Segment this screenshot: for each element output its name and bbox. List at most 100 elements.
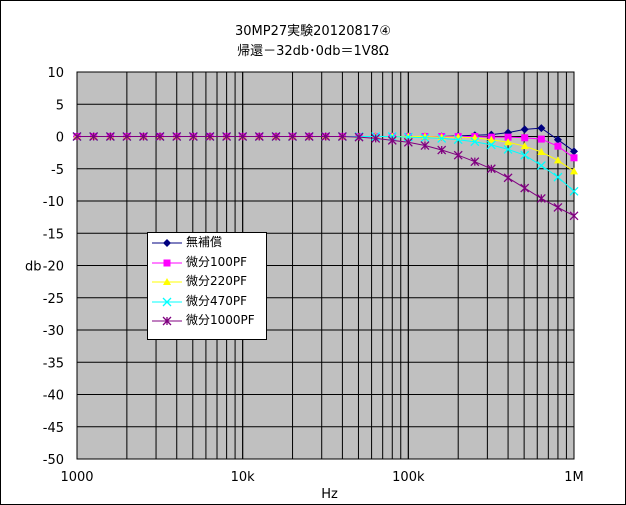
chart-title-line-2: 帰還－32db･0db＝1V8Ω — [237, 44, 389, 59]
series-5-point — [304, 132, 314, 141]
series-5-point — [387, 135, 397, 145]
series-5-point — [89, 132, 99, 141]
legend-label: 無補償 — [186, 235, 223, 249]
series-5-point — [437, 145, 447, 155]
legend-label: 微分1000PF — [186, 313, 255, 327]
series-5-point — [288, 132, 297, 141]
series-2-point — [521, 134, 529, 142]
series-3-point — [537, 147, 546, 155]
series-4-point — [553, 172, 563, 182]
legend-item-2: 微分100PF — [148, 253, 266, 273]
chart-title-line-1: 30MP27実験20120817④ — [235, 24, 391, 39]
legend-swatch-marker — [163, 278, 171, 285]
y-tick-label: -45 — [43, 421, 64, 436]
series-5-point — [271, 132, 281, 141]
series-1-point — [553, 135, 562, 144]
legend-swatch-icon — [152, 297, 182, 306]
series-5-point — [486, 164, 496, 174]
y-tick-label: -10 — [43, 195, 64, 210]
series-4-point — [503, 144, 513, 154]
series-2-point — [504, 133, 512, 141]
series-3-point — [553, 156, 562, 164]
y-tick-label: 0 — [56, 131, 64, 146]
series-5-point — [337, 132, 347, 141]
y-tick-label: -30 — [43, 324, 64, 339]
series-4-point — [420, 133, 430, 143]
series-4-point — [569, 186, 579, 196]
legend-label: 微分100PF — [186, 254, 248, 269]
series-1-point — [537, 124, 546, 133]
legend-swatch-marker — [163, 239, 171, 247]
legend-item-1: 無補償 — [148, 233, 266, 253]
legend-item-4: 微分470PF — [148, 292, 266, 312]
series-5-point — [470, 157, 480, 167]
legend: 無補償微分100PF 微分220PF 微分470PF 微分1000PF — [147, 232, 267, 340]
legend-label: 微分470PF — [186, 293, 248, 308]
legend-swatch-marker — [162, 316, 172, 326]
x-tick-label: 1000 — [60, 470, 93, 485]
x-tick-label: 1M — [564, 470, 584, 485]
legend-item-3: 微分220PF — [148, 272, 266, 292]
y-tick-label: -35 — [43, 356, 64, 371]
series-2-point — [554, 142, 562, 150]
series-3-point — [487, 135, 496, 143]
legend-swatch-icon — [152, 316, 182, 326]
x-axis-label: Hz — [321, 487, 338, 502]
series-5-point — [139, 132, 148, 141]
series-3-point — [504, 138, 513, 146]
series-5-point — [321, 132, 331, 141]
series-5-point — [520, 183, 530, 193]
y-tick-label: -50 — [43, 453, 64, 468]
y-tick-label: -20 — [43, 260, 64, 275]
series-5-point — [172, 132, 182, 141]
y-axis-label: db — [25, 260, 42, 275]
series-5-point — [403, 137, 413, 147]
y-tick-label: -5 — [51, 163, 64, 178]
series-5-point — [155, 132, 165, 141]
legend-label: 微分220PF — [186, 274, 248, 288]
legend-swatch-icon — [152, 278, 182, 285]
legend-swatch-marker — [162, 297, 172, 306]
series-2-point — [570, 154, 578, 162]
series-4-point — [453, 135, 463, 145]
series-1-point — [570, 147, 578, 156]
series-5-point — [569, 211, 579, 221]
y-tick-label: -25 — [43, 292, 64, 307]
legend-swatch-icon — [152, 239, 182, 247]
y-tick-label: -40 — [43, 389, 64, 404]
series-5-point — [105, 132, 115, 141]
legend-item-5: 微分1000PF — [148, 311, 266, 331]
x-tick-label: 100k — [392, 470, 425, 485]
series-5-point — [72, 132, 82, 141]
y-tick-label: 5 — [56, 98, 64, 113]
y-tick-label: 10 — [47, 66, 64, 81]
series-5-point — [503, 173, 513, 183]
series-4-point — [536, 161, 546, 170]
series-5-point — [188, 132, 198, 141]
series-5-point — [553, 202, 563, 212]
series-5-point — [222, 132, 232, 141]
series-5-point — [238, 132, 248, 141]
series-5-point — [122, 132, 132, 141]
series-4-point — [437, 133, 447, 143]
x-tick-label: 10k — [231, 470, 256, 485]
legend-swatch-icon — [152, 259, 182, 266]
series-5-point — [420, 141, 430, 150]
series-5-point — [354, 132, 364, 142]
series-5-point — [453, 150, 463, 160]
series-5-point — [254, 132, 264, 141]
series-5-point — [536, 193, 546, 203]
series-5-point — [371, 133, 381, 143]
series-1-point — [520, 125, 529, 134]
series-4-point — [470, 137, 480, 147]
series-3-point — [404, 132, 413, 140]
series-5-point — [205, 132, 215, 141]
y-tick-label: -15 — [43, 227, 64, 242]
series-3-point — [570, 167, 578, 175]
legend-swatch-marker — [163, 259, 171, 266]
series-2-point — [537, 135, 545, 143]
plot-border — [76, 71, 575, 460]
series-4-point — [520, 150, 530, 160]
